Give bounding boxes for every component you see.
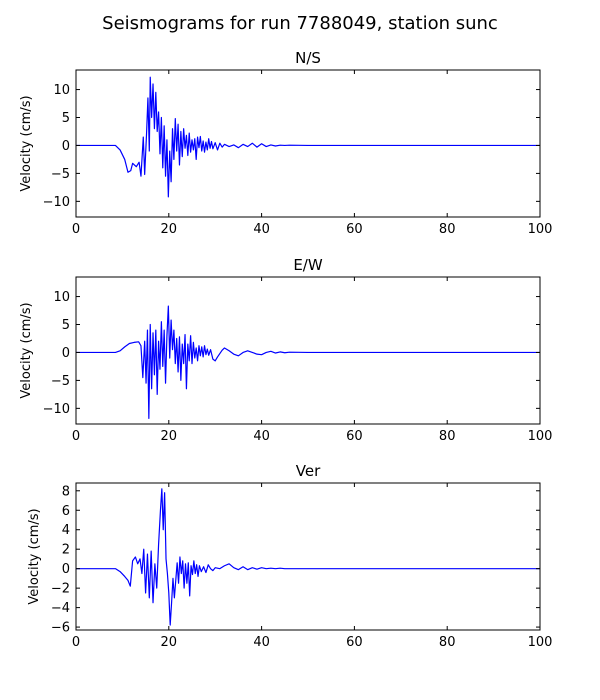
panel-0: N/S Velocity (cm/s) 0 20 40 60 80 100 −10 −5 0 5 10 (19, 49, 552, 237)
axes-frame (75, 69, 541, 218)
x-tick-label: 100 (528, 222, 553, 237)
y-axis-label: Velocity (cm/s) (19, 302, 34, 398)
x-tick-label: 60 (346, 222, 363, 237)
seismogram-line-0 (76, 76, 540, 198)
panel-title: N/S (295, 49, 321, 67)
y-tick-label: −6 (51, 621, 70, 636)
x-tick-label: 60 (346, 635, 363, 650)
panel-title: Ver (296, 462, 321, 480)
x-tick-label: 60 (346, 429, 363, 444)
y-axis-label: Velocity (cm/s) (19, 95, 34, 191)
x-tick-label: 100 (528, 635, 553, 650)
y-tick-label: −2 (51, 582, 70, 597)
y-tick-label: −5 (51, 374, 70, 389)
x-tick-label: 0 (72, 222, 80, 237)
x-tick-label: 100 (528, 429, 553, 444)
x-tick-label: 0 (72, 635, 80, 650)
y-tick-label: 5 (62, 111, 70, 126)
y-tick-label: 0 (62, 562, 70, 577)
seismogram-line-2 (76, 488, 540, 626)
y-tick-label: −5 (51, 167, 70, 182)
x-tick-label: 20 (161, 222, 178, 237)
y-tick-label: 10 (53, 83, 70, 98)
y-tick-label: −10 (43, 195, 70, 210)
axes-frame (75, 276, 541, 425)
x-tick-label: 20 (161, 635, 178, 650)
y-tick-label: −10 (43, 402, 70, 417)
x-tick-label: 40 (253, 222, 270, 237)
panel-title: E/W (293, 256, 323, 274)
y-tick-label: 6 (62, 504, 70, 519)
y-tick-label: 0 (62, 346, 70, 361)
y-axis-label: Velocity (cm/s) (27, 508, 42, 604)
axes-frame (75, 482, 541, 631)
y-tick-label: 10 (53, 290, 70, 305)
x-tick-label: 80 (439, 429, 456, 444)
x-tick-label: 80 (439, 635, 456, 650)
figure-title: Seismograms for run 7788049, station sun… (102, 13, 498, 34)
y-tick-label: 0 (62, 139, 70, 154)
y-tick-label: 4 (62, 523, 70, 538)
x-tick-label: 40 (253, 429, 270, 444)
y-tick-label: 2 (62, 543, 70, 558)
x-tick-label: 0 (72, 429, 80, 444)
seismogram-line-1 (76, 305, 540, 420)
y-tick-label: 5 (62, 318, 70, 333)
x-tick-label: 80 (439, 222, 456, 237)
x-tick-label: 20 (161, 429, 178, 444)
x-tick-label: 40 (253, 635, 270, 650)
y-tick-label: 8 (62, 484, 70, 499)
panel-2: Ver Velocity (cm/s) 0 20 40 60 80 100 −6 −4 −2 0 2 4 6… (27, 462, 552, 650)
panel-1: E/W Velocity (cm/s) 0 20 40 60 80 100 −10 −5 0 5 10 (19, 256, 552, 444)
y-tick-label: −4 (51, 601, 70, 616)
